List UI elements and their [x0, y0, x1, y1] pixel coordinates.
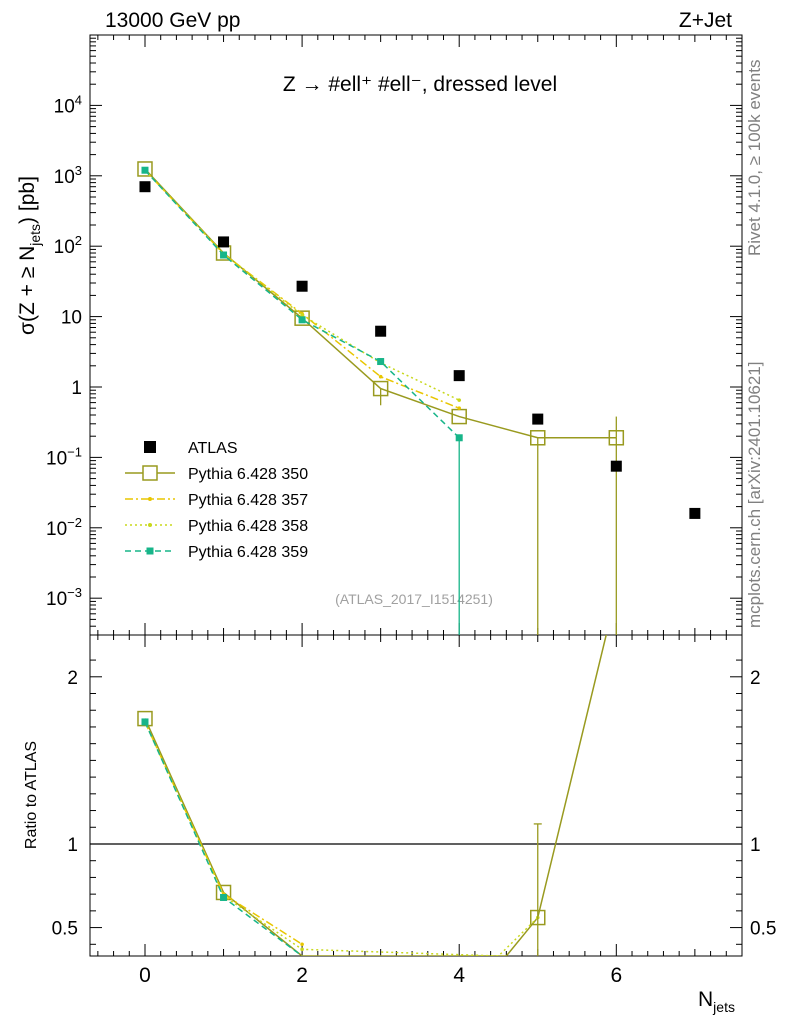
data-point [300, 313, 304, 317]
x-tick-label: 6 [610, 964, 622, 987]
data-point [141, 166, 149, 174]
data-point [220, 251, 228, 259]
legend-marker [142, 465, 158, 481]
ratio-y-tick-label: 1 [67, 835, 78, 856]
legend-label: Pythia 6.428 357 [188, 492, 308, 509]
chart-marks [137, 161, 701, 956]
ratio-y-tick-label: 0.5 [52, 919, 78, 940]
ratio-point [141, 718, 149, 726]
chart-title: Z → #ell⁺ #ell⁻, dressed level [283, 73, 557, 96]
data-point [689, 507, 701, 519]
y-tick-label: 102 [54, 233, 82, 258]
data-point [453, 370, 465, 382]
legend-label: ATLAS [188, 440, 238, 457]
data-point [457, 398, 462, 402]
x-tick-label: 4 [453, 964, 465, 987]
x-tick-label: 0 [139, 964, 151, 987]
ratio-point [137, 710, 153, 727]
data-point [137, 161, 153, 177]
legend-label: Pythia 6.428 350 [188, 466, 308, 483]
data-point [610, 460, 622, 472]
ratio-y-tick-label-right: 2 [750, 668, 761, 689]
legend-label: Pythia 6.428 359 [188, 544, 308, 561]
legend-label: Pythia 6.428 358 [188, 518, 308, 535]
ratio-y-axis-label: Ratio to ATLAS [23, 741, 40, 849]
series-line [144, 169, 460, 439]
y-tick-label: 10 [61, 308, 82, 329]
ratio-series-line [144, 635, 607, 956]
analysis-id: (ATLAS_2017_I1514251) [335, 591, 493, 607]
data-point [532, 413, 544, 425]
top-panel: 10−3 10−2 10−1 1 10 102 103 104 [46, 34, 743, 636]
x-axis-label: Njets [698, 988, 735, 1015]
y-tick-label: 10−3 [46, 585, 82, 610]
data-point [530, 430, 546, 446]
legend-marker [144, 441, 156, 453]
ratio-panel: 0 2 4 6 0.5 0.5 1 1 2 2 [52, 634, 776, 987]
data-point [455, 434, 463, 442]
ratio-point [300, 942, 304, 947]
data-point [372, 380, 389, 397]
data-point [294, 310, 310, 326]
data-point [296, 280, 308, 292]
ratio-point [220, 893, 228, 901]
y-tick-label: 103 [54, 163, 82, 188]
ratio-series-line [144, 721, 303, 956]
y-tick-label: 10−2 [46, 515, 82, 540]
y-tick-label: 10−1 [46, 444, 82, 469]
data-point [139, 181, 151, 193]
ratio-point [300, 947, 304, 952]
data-point [608, 430, 625, 446]
header-left: 13000 GeV pp [105, 9, 240, 32]
data-point [378, 374, 383, 379]
data-point [377, 358, 385, 366]
x-tick-label: 2 [296, 964, 308, 987]
ratio-series-line [144, 721, 539, 956]
header-right: Z+Jet [679, 9, 732, 32]
legend-marker [146, 547, 154, 555]
y-tick-label: 104 [54, 92, 82, 117]
svg-text:σ(Z + ≥ Njets) [pb]: σ(Z + ≥ Njets) [pb] [16, 176, 43, 335]
ratio-y-tick-label-right: 0.5 [750, 919, 776, 940]
legend: ATLAS Pythia 6.428 350 Pythia 6.428 357 Pyt… [125, 440, 308, 561]
series-line [144, 169, 460, 401]
mcplots-label: mcplots.cern.ch [arXiv:2401.10621] [745, 362, 764, 628]
data-point [218, 236, 230, 248]
top-series-group [137, 161, 701, 635]
data-point [457, 406, 462, 410]
ratio-series-line [144, 721, 303, 945]
ratio-frame-box [89, 634, 743, 957]
top-y-axis-label: σ(Z + ≥ Njets) [pb] [16, 176, 43, 335]
data-point [375, 325, 387, 337]
ratio-series-group [137, 635, 607, 956]
legend-marker [148, 523, 152, 527]
ratio-y-tick-label-right: 1 [750, 835, 761, 856]
y-tick-label: 1 [71, 378, 82, 399]
legend-marker [148, 497, 152, 501]
data-point [298, 316, 306, 324]
rivet-label: Rivet 4.1.0, ≥ 100k events [745, 60, 764, 256]
ratio-y-tick-label: 2 [67, 668, 78, 689]
